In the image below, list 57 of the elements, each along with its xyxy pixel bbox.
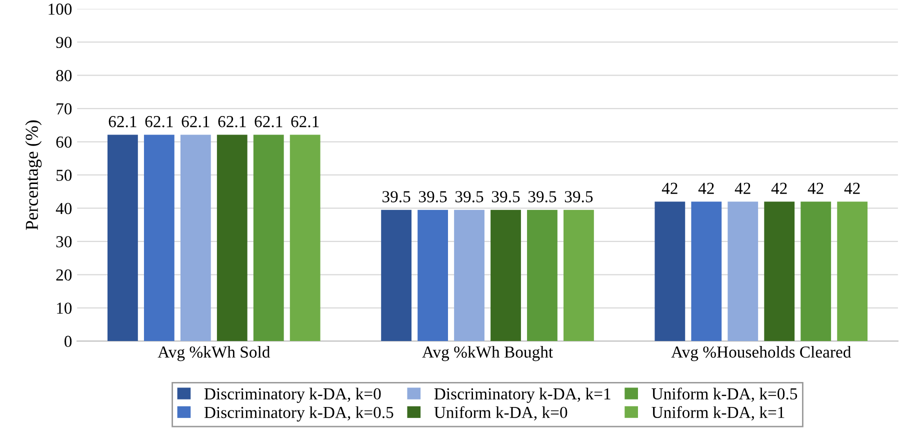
data-label: 42 [698, 182, 714, 194]
data-label: 62.1 [108, 116, 136, 128]
y-tick-label: 40 [56, 202, 72, 214]
data-label: 42 [734, 182, 750, 194]
data-label: 62.1 [254, 116, 282, 128]
legend-label: Uniform k-DA, k=0 [434, 406, 568, 420]
bar [253, 134, 284, 342]
y-tick-label: 20 [56, 269, 72, 281]
y-tick-label: 30 [56, 236, 72, 248]
data-label: 39.5 [382, 191, 410, 202]
x-tick-label: Avg %kWh Bought [422, 346, 553, 362]
data-label: 62.1 [182, 116, 210, 128]
bar [107, 134, 138, 342]
bar [290, 134, 320, 342]
bar [216, 134, 248, 342]
bar [764, 202, 795, 342]
bar [144, 134, 174, 342]
bar [381, 210, 412, 342]
legend-label: Discriminatory k-DA, k=0.5 [204, 406, 394, 422]
bar [728, 202, 758, 342]
legend-label: Uniform k-DA, k=0.5 [652, 388, 798, 402]
bar [527, 210, 558, 342]
legend-label: Uniform k-DA, k=1 [652, 406, 784, 420]
data-label: 42 [771, 182, 787, 194]
y-tick-label: 50 [56, 170, 72, 181]
bar [490, 210, 521, 342]
data-label: 62.1 [291, 116, 319, 128]
legend-label: Discriminatory k-DA, k=0 [204, 388, 381, 403]
legend-label: Discriminatory k-DA, k=1 [434, 388, 610, 403]
bar [418, 210, 448, 342]
y-tick-label: 70 [56, 103, 72, 114]
data-label: 62.1 [218, 116, 246, 128]
data-label: 39.5 [492, 191, 520, 202]
x-tick-label: Avg %kWh Sold [158, 346, 270, 362]
data-label: 42 [662, 182, 678, 194]
x-tick-label: Avg %Households Cleared [671, 346, 852, 362]
data-label: 62.1 [145, 116, 173, 128]
bar [564, 210, 594, 342]
data-label: 42 [844, 182, 860, 194]
bar [800, 202, 832, 342]
data-label: 39.5 [528, 191, 556, 202]
data-label: 42 [808, 182, 824, 194]
bar [691, 202, 722, 342]
data-label: 39.5 [419, 191, 447, 202]
bar [654, 202, 686, 342]
y-axis-title: Percentage (%) [25, 120, 42, 230]
y-tick-label: 80 [56, 70, 72, 82]
y-tick-label: 60 [56, 136, 72, 148]
y-tick-label: 10 [57, 302, 72, 314]
bar [454, 210, 484, 342]
bar [837, 202, 868, 342]
y-tick-label: 100 [48, 4, 72, 15]
data-label: 39.5 [455, 191, 484, 202]
bar [180, 134, 211, 342]
y-tick-label: 90 [56, 36, 72, 48]
y-tick-label: 0 [64, 336, 72, 348]
data-label: 39.5 [564, 191, 593, 202]
